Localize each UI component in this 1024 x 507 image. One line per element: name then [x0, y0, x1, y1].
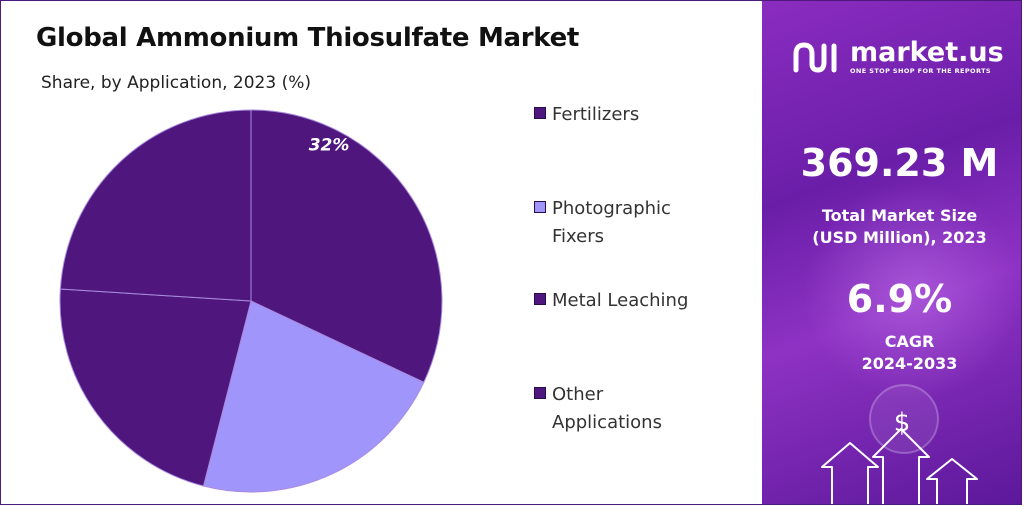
legend-swatch [534, 201, 546, 213]
chart-subtitle: Share, by Application, 2023 (%) [41, 73, 311, 93]
market-size-label: Total Market Size (USD Million), 2023 [770, 205, 1021, 249]
chart-panel: Global Ammonium Thiosulfate Market Share… [1, 1, 760, 504]
background-glow [802, 181, 1021, 401]
market-size-value: 369.23 M [800, 141, 999, 185]
legend-label: Fertilizers [552, 104, 640, 125]
pie-chart: 32% [59, 109, 443, 493]
legend-swatch [534, 293, 546, 305]
brand-name: market.us [850, 37, 1004, 68]
legend-item-fertilizers: Fertilizers [534, 101, 712, 129]
dollar-sign: $ [894, 408, 911, 438]
cagr-label-line2: 2024-2033 [861, 354, 958, 373]
pie-slice-photographic-fixers [202, 300, 425, 493]
market-summary-panel: $ market.us ONE STOP SHOP FOR THE REPORT… [762, 1, 1021, 504]
brand-tagline: ONE STOP SHOP FOR THE REPORTS [850, 67, 991, 75]
chart-title: Global Ammonium Thiosulfate Market [36, 23, 580, 53]
cagr-label: CAGR 2024-2033 [780, 331, 1021, 375]
legend-swatch [534, 107, 546, 119]
legend-item-metal-leaching: Metal Leaching [534, 287, 712, 315]
pie-data-label: 32% [309, 136, 350, 156]
market-size-label-line1: Total Market Size [821, 206, 978, 225]
legend-item-photographic-fixers: Photographic Fixers [534, 195, 702, 251]
legend-label: Other Applications [552, 384, 662, 433]
market-us-logo-icon [793, 42, 837, 73]
legend-swatch [534, 387, 546, 399]
legend-label: Metal Leaching [552, 290, 689, 311]
pie-slice-fertilizers [250, 109, 443, 383]
cagr-label-line1: CAGR [884, 332, 935, 351]
market-size-label-line2: (USD Million), 2023 [812, 228, 987, 247]
pie-slice-other-applications [59, 109, 252, 302]
pie-slice-metal-leaching [59, 288, 252, 487]
legend-label: Photographic Fixers [552, 198, 671, 247]
cagr-value: 6.9% [846, 277, 953, 321]
dollar-growth-arrows-icon: $ [821, 384, 978, 504]
brand-logo: market.us ONE STOP SHOP FOR THE REPORTS [792, 39, 1004, 75]
legend-item-other-applications: Other Applications [534, 381, 682, 437]
